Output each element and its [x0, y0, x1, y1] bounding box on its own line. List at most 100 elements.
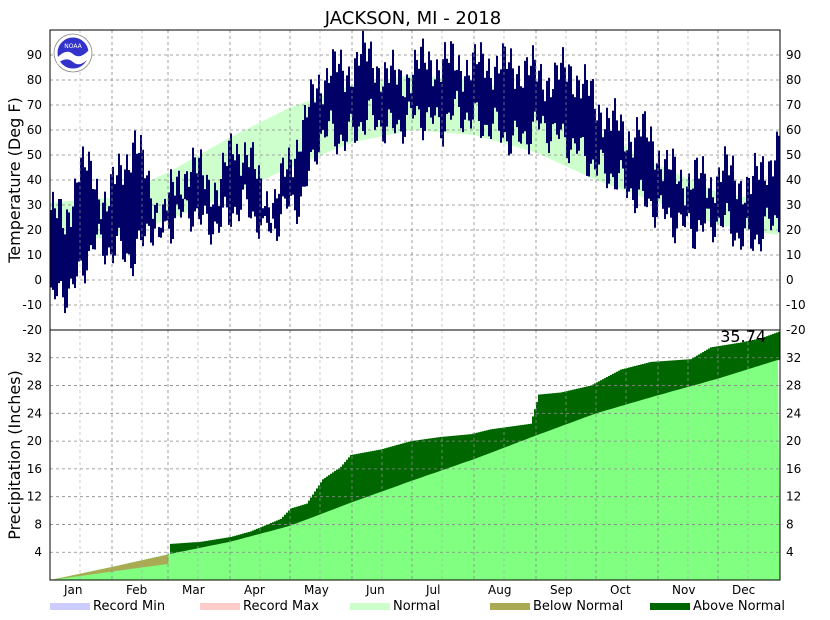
precip-above-normal: [290, 508, 293, 526]
precip-above-normal: [578, 388, 581, 420]
precip-above-normal: [226, 537, 229, 543]
precip-above-normal: [172, 543, 175, 554]
precip-above-normal: [426, 438, 429, 476]
precip-below-normal: [122, 564, 125, 570]
precip-above-normal: [250, 531, 253, 537]
precip-above-normal: [200, 541, 203, 548]
precip-above-normal: [406, 442, 409, 483]
precip-tick-label-right: 24: [786, 406, 801, 420]
precip-below-normal: [120, 565, 123, 571]
precip-above-normal: [738, 342, 741, 373]
precip-above-normal: [310, 497, 313, 519]
precip-above-normal: [686, 359, 689, 388]
precip-above-normal: [442, 436, 445, 471]
precip-below-normal: [102, 568, 105, 573]
precip-above-normal: [222, 538, 225, 544]
month-tick-label: Sep: [550, 583, 573, 597]
precip-above-normal: [354, 454, 357, 502]
legend-label: Below Normal: [533, 599, 623, 614]
precip-above-normal: [698, 354, 701, 385]
precip-above-normal: [188, 542, 191, 551]
precip-below-normal: [96, 570, 99, 574]
precip-below-normal: [78, 574, 81, 577]
precip-above-normal: [568, 390, 571, 424]
precip-above-normal: [676, 360, 679, 391]
precip-below-normal: [74, 574, 77, 577]
precip-above-normal: [528, 424, 531, 439]
precip-above-normal: [252, 530, 255, 536]
precip-above-normal: [748, 340, 751, 370]
precip-above-normal: [726, 344, 729, 377]
precip-above-normal: [622, 369, 625, 406]
legend-swatch: [350, 603, 390, 610]
precip-below-normal: [134, 561, 137, 569]
precip-above-normal: [476, 432, 479, 459]
precip-tick-label-right: 20: [786, 434, 801, 448]
precip-above-normal: [176, 543, 179, 553]
precip-below-normal: [94, 570, 97, 574]
precip-above-normal: [300, 505, 303, 523]
precip-above-normal: [556, 392, 559, 429]
precip-tick-label-left: 12: [27, 490, 42, 504]
precip-above-normal: [598, 381, 601, 413]
precip-above-normal: [272, 522, 275, 531]
temp-tick-label-left: 20: [27, 223, 42, 237]
temp-tick-label-right: 50: [786, 148, 801, 162]
precip-above-normal: [774, 333, 777, 362]
precip-above-normal: [256, 528, 259, 535]
month-tick-label: Nov: [672, 583, 695, 597]
precip-above-normal: [434, 437, 437, 474]
precip-tick-label-right: 8: [786, 517, 794, 531]
precip-below-normal: [60, 577, 63, 579]
logo-text: NOAA: [64, 43, 82, 50]
precip-tick-label-left: 28: [27, 379, 42, 393]
precip-above-normal: [574, 389, 577, 422]
precip-below-normal: [80, 573, 83, 576]
precip-above-normal: [710, 347, 713, 381]
precip-above-normal: [246, 532, 249, 538]
precip-below-normal: [98, 569, 101, 574]
precip-above-normal: [562, 392, 565, 426]
precip-above-normal: [458, 435, 461, 465]
precip-above-normal: [212, 539, 215, 546]
precip-above-normal: [682, 359, 685, 389]
precip-above-normal: [276, 520, 279, 530]
precip-above-normal: [536, 401, 539, 436]
month-tick-label: Jan: [63, 583, 83, 597]
precip-above-normal: [346, 459, 349, 505]
temp-tick-label-left: -10: [22, 298, 42, 312]
precip-above-normal: [596, 382, 599, 414]
precip-above-normal: [218, 538, 221, 545]
precip-above-normal: [652, 361, 655, 398]
precip-normal-area: [50, 359, 780, 580]
precip-above-normal: [190, 542, 193, 550]
precip-above-normal: [374, 450, 377, 495]
precip-above-normal: [378, 449, 381, 493]
precip-above-normal: [230, 536, 233, 542]
precip-above-normal: [566, 391, 569, 425]
precipitation-frame: [49, 329, 781, 581]
precip-above-normal: [680, 359, 683, 390]
precip-above-normal: [646, 362, 649, 399]
precip-above-normal: [634, 366, 637, 403]
precip-above-normal: [436, 437, 439, 473]
precip-above-normal: [432, 438, 435, 474]
month-gridlines: Jan Feb Mar Apr May Jun Jul Aug Sep Oct Nov Dec: [63, 30, 755, 597]
precip-below-normal: [90, 571, 93, 575]
precip-below-normal: [158, 556, 161, 566]
temp-tick-label-left: 80: [27, 73, 42, 87]
precip-above-normal: [262, 526, 265, 534]
precip-above-normal: [348, 457, 351, 504]
precip-above-normal: [420, 439, 423, 478]
precip-above-normal: [254, 529, 257, 536]
precip-above-normal: [638, 365, 641, 402]
precip-above-normal: [486, 430, 489, 455]
precip-above-normal: [208, 540, 211, 547]
precip-above-normal: [740, 342, 743, 372]
precip-above-normal: [402, 443, 405, 485]
precip-above-normal: [742, 342, 745, 372]
precip-above-normal: [570, 390, 573, 423]
precip-above-normal: [610, 374, 613, 410]
precip-above-normal: [628, 367, 631, 405]
